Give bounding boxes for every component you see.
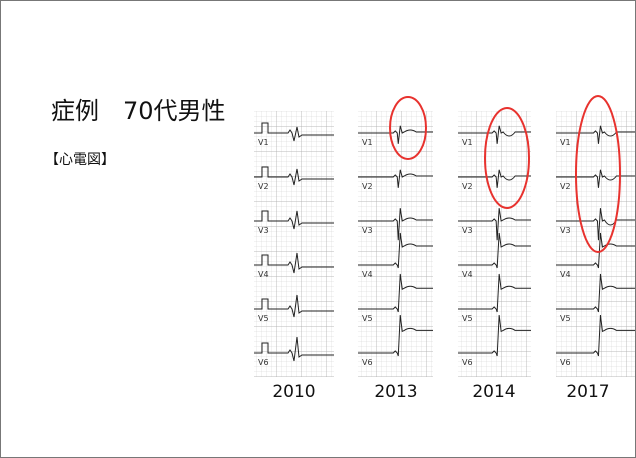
lead-label: V6	[258, 358, 269, 367]
ecg-panel: V1 V2 V3 V4 V5 V6 2017	[556, 95, 635, 402]
ecg-trace	[254, 252, 334, 274]
highlight-circle	[575, 95, 621, 253]
ecg-trace	[358, 314, 433, 357]
lead-label: V6	[362, 358, 373, 367]
ecg-trace	[458, 169, 531, 188]
ecg-grid	[458, 111, 531, 377]
lead-label: V2	[462, 182, 473, 191]
lead-label: V2	[560, 182, 571, 191]
ecg-panel: V1 V2 V3 V4 V5 V6 2014	[458, 107, 531, 402]
ecg-trace	[556, 273, 635, 313]
year-label: 2014	[472, 382, 515, 402]
ecg-trace	[458, 125, 531, 144]
ecg-trace	[458, 273, 531, 313]
slide-subtitle: 【心電図】	[45, 152, 115, 168]
ecg-trace	[458, 208, 531, 241]
lead-label: V1	[462, 138, 473, 147]
ecg-grid	[556, 111, 635, 377]
lead-label: V1	[560, 138, 571, 147]
ecg-trace	[358, 232, 433, 269]
year-label: 2017	[566, 382, 609, 402]
lead-label: V6	[560, 358, 571, 367]
lead-label: V1	[258, 138, 269, 147]
ecg-grid	[254, 111, 334, 377]
ecg-trace	[458, 232, 531, 269]
lead-label: V5	[560, 314, 571, 323]
lead-label: V4	[462, 270, 473, 279]
lead-label: V2	[362, 182, 373, 191]
year-label: 2013	[374, 382, 417, 402]
ecg-trace	[358, 169, 433, 188]
ecg-trace	[556, 125, 635, 144]
highlight-circle	[484, 107, 530, 209]
ecg-trace	[556, 232, 635, 269]
ecg-trace	[254, 166, 334, 186]
lead-label: V2	[258, 182, 269, 191]
ecg-trace	[458, 314, 531, 357]
lead-label: V4	[362, 270, 373, 279]
ecg-trace	[358, 273, 433, 313]
ecg-trace	[358, 125, 433, 144]
lead-label: V4	[258, 270, 269, 279]
year-label: 2010	[272, 382, 315, 402]
lead-label: V6	[462, 358, 473, 367]
lead-label: V4	[560, 270, 571, 279]
ecg-panel: V1 V2 V3 V4 V5 V6 2010	[254, 111, 334, 402]
lead-label: V5	[362, 314, 373, 323]
lead-label: V3	[560, 226, 571, 235]
ecg-trace	[556, 314, 635, 357]
ecg-trace	[254, 210, 334, 230]
lead-label: V3	[258, 226, 269, 235]
ecg-trace	[358, 208, 433, 241]
slide-title: 症例 70代男性	[51, 97, 226, 125]
lead-label: V1	[362, 138, 373, 147]
lead-label: V5	[258, 314, 269, 323]
highlight-circle	[389, 96, 427, 160]
ecg-trace	[556, 169, 635, 188]
lead-label: V5	[462, 314, 473, 323]
ecg-trace	[254, 336, 334, 362]
ecg-trace	[254, 122, 334, 142]
lead-label: V3	[462, 226, 473, 235]
ecg-panel: V1 V2 V3 V4 V5 V6 2013	[358, 96, 433, 402]
ecg-grid	[358, 111, 433, 377]
ecg-trace	[254, 294, 334, 318]
lead-label: V3	[362, 226, 373, 235]
